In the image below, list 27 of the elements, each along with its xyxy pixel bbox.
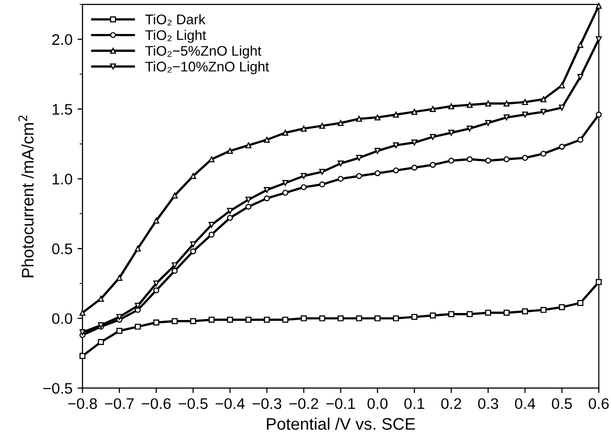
x-tick-label: 0.3 — [478, 398, 498, 410]
x-tick-label: −0.3 — [252, 398, 282, 410]
x-tick-label: −0.5 — [178, 398, 208, 410]
y-axis-title: Photocurrent /mA/cm$^{2}$ — [18, 116, 34, 278]
legend-label: TiO₂ Light — [145, 30, 206, 43]
x-axis-title: Potential /V vs. SCE — [266, 418, 415, 430]
y-tick-label: 0.0 — [52, 313, 72, 324]
y-tick-label: 1.5 — [52, 104, 72, 115]
x-tick-label: 0.0 — [367, 398, 388, 410]
x-tick-label: −0.6 — [142, 398, 171, 410]
x-tick-label: 0.1 — [404, 398, 424, 410]
x-tick-label: −0.4 — [216, 398, 245, 410]
x-tick-label: 0.5 — [552, 398, 572, 410]
y-tick-label: 1.0 — [52, 174, 72, 184]
legend-label: TiO₂−10%ZnO Light — [145, 61, 270, 74]
x-tick-label: 0.4 — [515, 398, 536, 410]
x-tick-label: −0.2 — [289, 398, 318, 410]
legend-label: TiO₂−5%ZnO Light — [145, 46, 262, 59]
x-tick-label: 0.2 — [441, 398, 462, 410]
x-tick-label: −0.7 — [105, 398, 134, 410]
y-tick-label: −0.5 — [43, 382, 72, 394]
x-tick-label: −0.1 — [326, 398, 355, 410]
y-tick-label: 2.0 — [52, 34, 72, 45]
y-tick-label: 0.5 — [52, 243, 72, 254]
legend-label: TiO₂ Dark — [145, 14, 206, 26]
x-tick-label: 0.6 — [588, 398, 609, 410]
x-tick-label: −0.8 — [68, 398, 97, 410]
